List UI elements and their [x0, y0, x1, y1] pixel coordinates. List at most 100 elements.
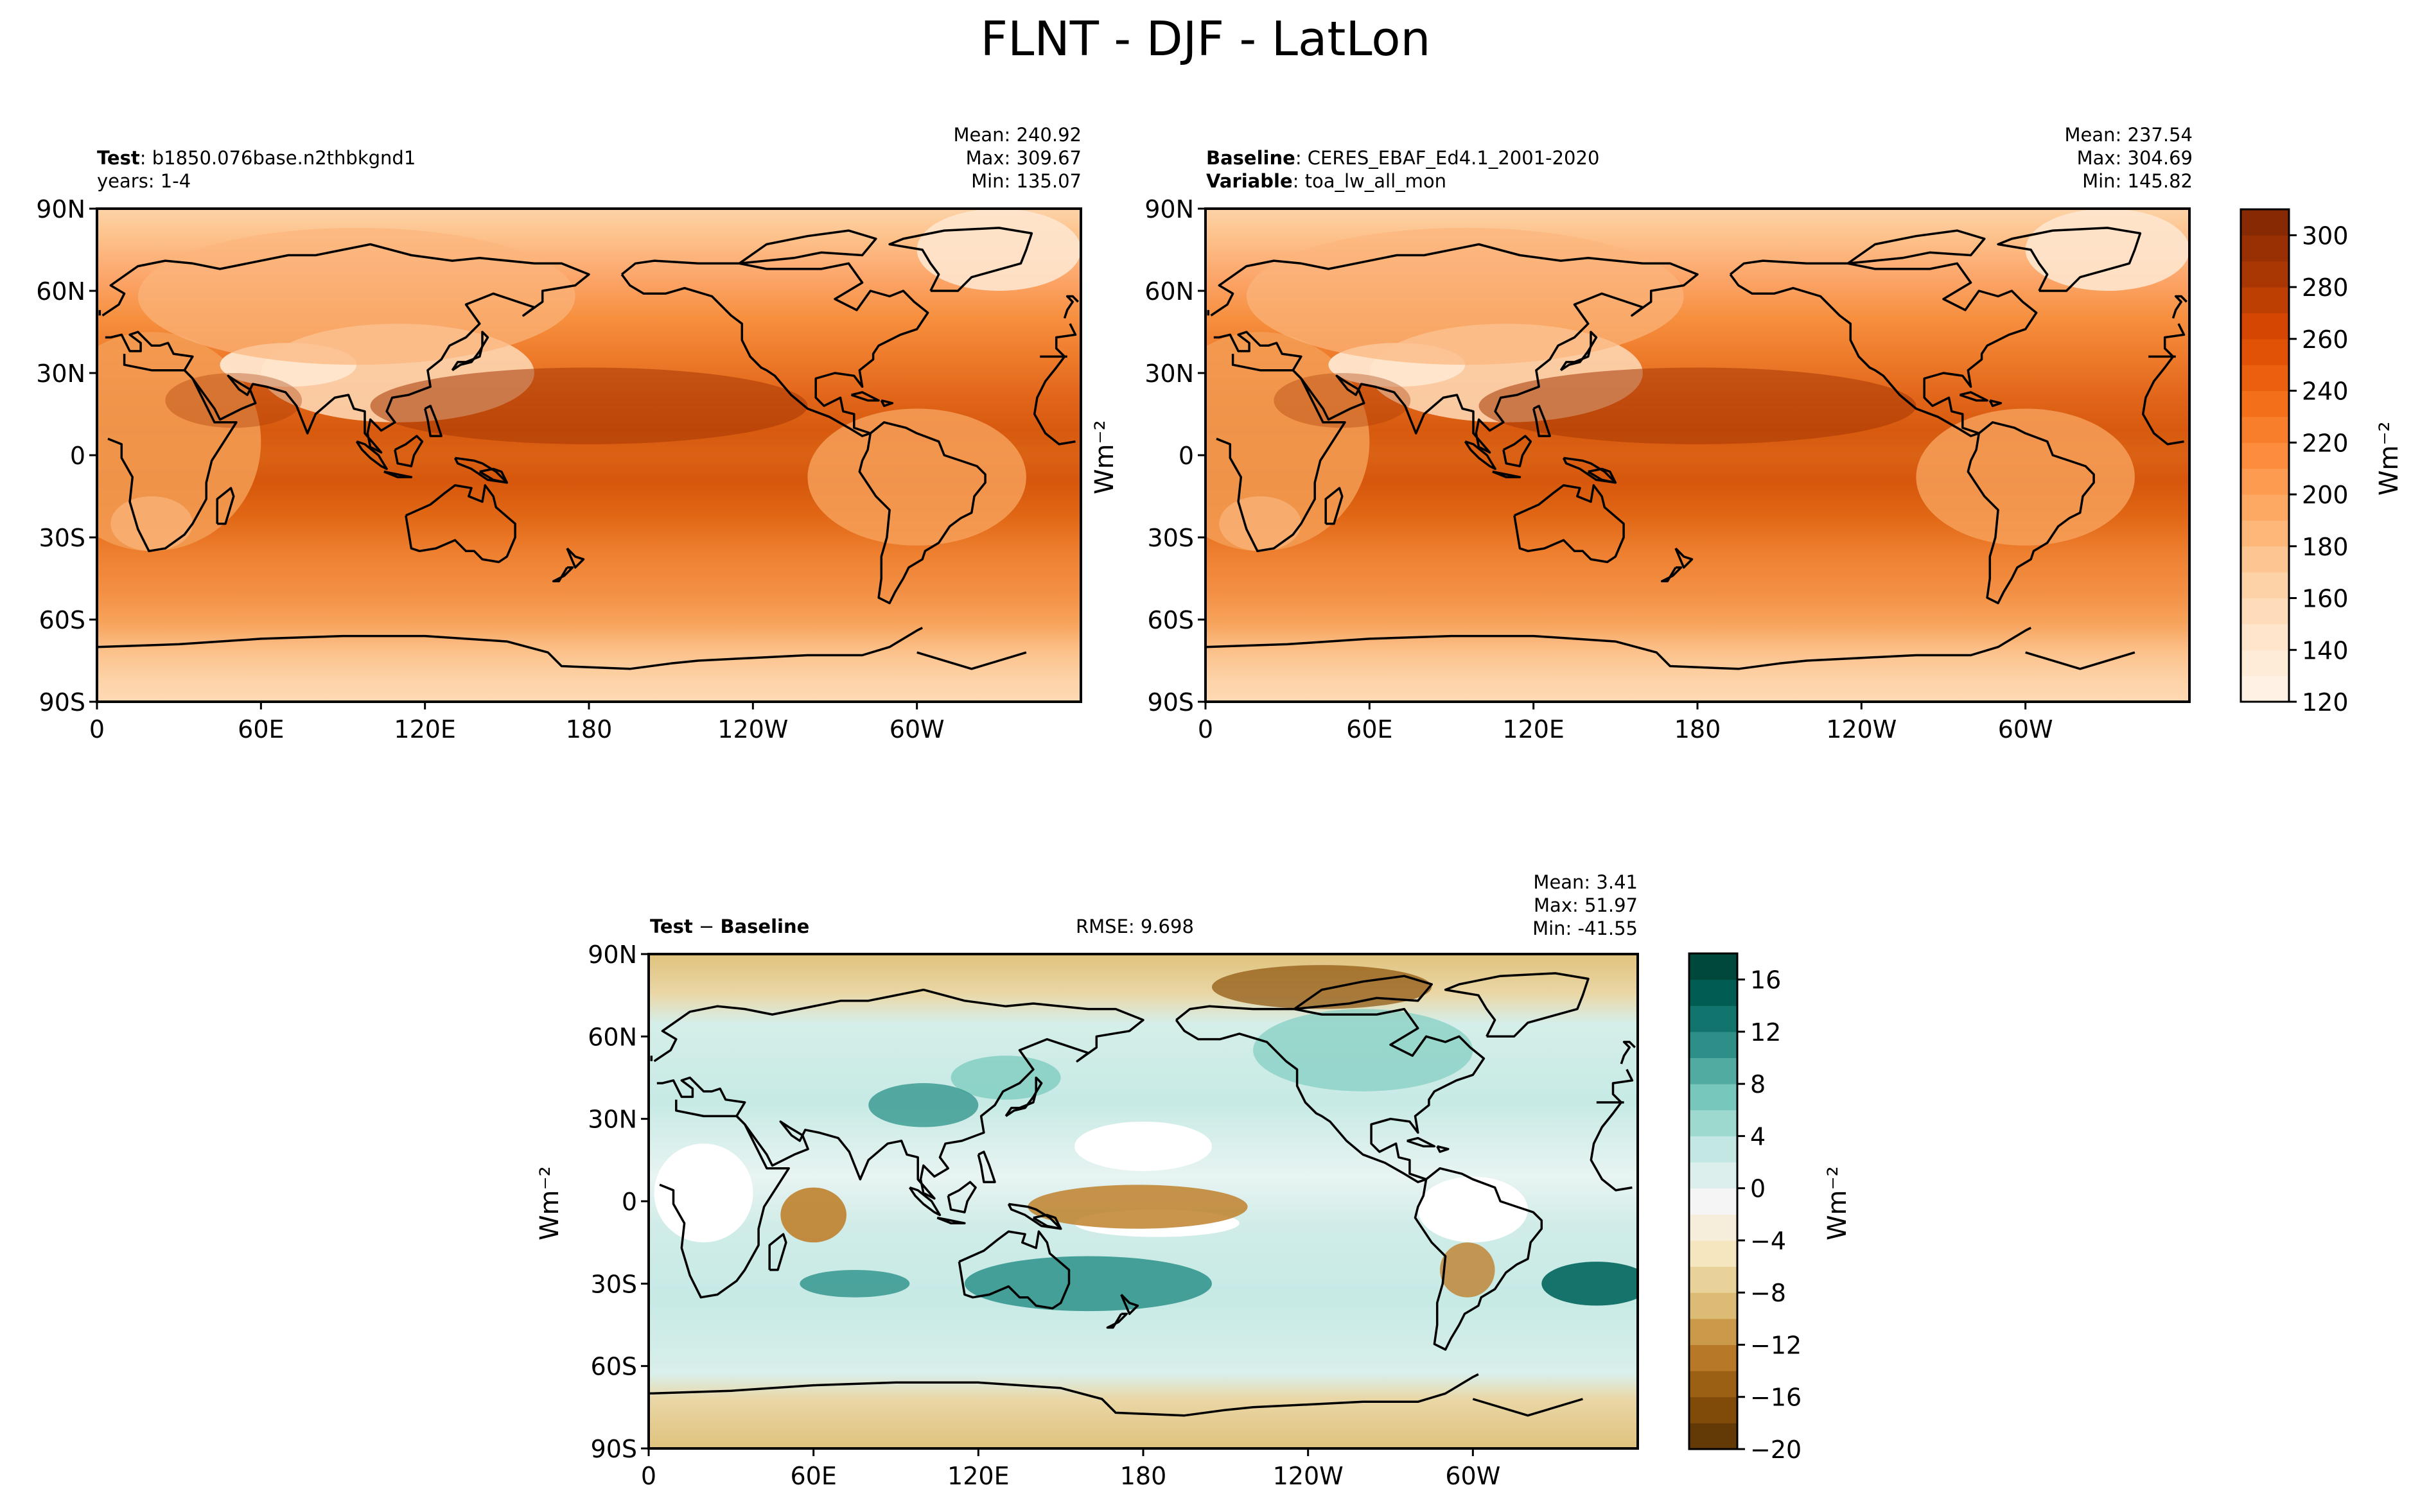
- test-coastline-20: [478, 467, 509, 484]
- diff-feature-5: [1028, 1185, 1248, 1229]
- diff-xtick-label: 120E: [947, 1462, 1010, 1490]
- diff-mean: Mean: 3.41: [1533, 871, 1638, 893]
- test-feature-8: [110, 496, 193, 552]
- colorbar-main-tick-label: 300: [2302, 222, 2349, 250]
- colorbar-diff-swatch: [1689, 1005, 1737, 1032]
- test-coastline-15: [552, 566, 574, 583]
- test-coastline-14: [566, 547, 585, 569]
- colorbar-diff-swatch: [1689, 1344, 1737, 1371]
- baseline-min: Min: 145.82: [2082, 170, 2193, 192]
- diff-ytick-label: 90S: [591, 1435, 637, 1463]
- test-ytick-label: 60S: [39, 606, 85, 634]
- diff-coastline-18: [649, 1373, 1583, 1417]
- diff-coastline-20: [1033, 1213, 1062, 1230]
- test-xtick-label: 120W: [717, 715, 788, 743]
- test-feature-7: [916, 209, 1081, 291]
- baseline-feature-3: [1246, 227, 1684, 365]
- colorbar-main-swatch: [2241, 287, 2289, 313]
- test-coastline-16: [850, 391, 880, 402]
- baseline-coastline-17: [1988, 399, 2003, 407]
- test-coastline-7: [451, 331, 489, 372]
- test-coastline-8: [355, 440, 388, 471]
- baseline-coastline-19: [1847, 229, 1986, 265]
- colorbar-diff-swatch: [1689, 1396, 1737, 1423]
- baseline-ytick-label: 60S: [1148, 606, 1194, 634]
- colorbar-diff-tick-label: −20: [1750, 1436, 1802, 1464]
- diff-coastline-19: [1293, 975, 1433, 1011]
- colorbar-main-swatch: [2241, 416, 2289, 443]
- test-ytick-label: 90N: [36, 195, 85, 223]
- diff-feature-7: [1541, 1262, 1638, 1306]
- colorbar-diff-tick-label: 16: [1750, 966, 1781, 995]
- diff-coastline-17: [1436, 1145, 1450, 1153]
- baseline-stats: Mean: 237.54 Max: 304.69 Min: 145.82: [2065, 123, 2193, 193]
- colorbar-main-swatch: [2241, 520, 2289, 547]
- colorbar-diff-swatch: [1689, 1318, 1737, 1345]
- colorbar-main-swatch: [2241, 598, 2289, 625]
- colorbar-diff-swatch: [1689, 1266, 1737, 1293]
- colorbar-main-swatch: [2241, 209, 2289, 236]
- baseline-variable-text: : toa_lw_all_mon: [1292, 170, 1447, 192]
- diff-ytick-label: 0: [622, 1188, 637, 1216]
- diff-xtick-label: 0: [641, 1462, 656, 1490]
- colorbar-main-tick-label: 120: [2302, 688, 2349, 717]
- colorbar-main-swatch: [2241, 390, 2289, 417]
- diff-label-bold: Test: [650, 916, 693, 937]
- baseline-ytick-label: 0: [1179, 442, 1194, 470]
- colorbar-main-swatch: [2241, 261, 2289, 288]
- baseline-map-area: [1206, 209, 2189, 702]
- colorbar-diff-swatch: [1689, 1423, 1737, 1450]
- baseline-coastline-10: [1502, 435, 1532, 467]
- colorbar-main-tick-label: 280: [2302, 274, 2349, 302]
- diff-feature-6: [964, 1256, 1212, 1312]
- colorbar-main-swatch: [2241, 572, 2289, 599]
- diff-xtick-label: 120W: [1273, 1462, 1344, 1490]
- baseline-xtick-label: 120E: [1502, 715, 1565, 743]
- diff-coastline-8: [908, 1186, 942, 1217]
- diff-xtick-label: 60W: [1445, 1462, 1500, 1490]
- test-feature-3: [137, 227, 575, 365]
- colorbar-diff-swatch: [1689, 1057, 1737, 1084]
- diff-feature-0: [1074, 1121, 1212, 1171]
- baseline-xtick-label: 180: [1674, 715, 1721, 743]
- diff-ytick-label: 60S: [591, 1353, 637, 1381]
- test-stats: Mean: 240.92 Max: 309.67 Min: 135.07: [954, 123, 1082, 193]
- colorbar-main-swatch: [2241, 546, 2289, 573]
- colorbar-diff-swatch: [1689, 1084, 1737, 1111]
- colorbar-diff-swatch: [1689, 1162, 1737, 1189]
- diff-ytick-label: 60N: [588, 1023, 637, 1051]
- colorbar-main-swatch: [2241, 623, 2289, 650]
- test-xtick-label: 120E: [394, 715, 456, 743]
- colorbar-main-swatch: [2241, 494, 2289, 521]
- baseline-coastline-20: [1587, 467, 1617, 484]
- baseline-label-text: : CERES_EBAF_Ed4.1_2001-2020: [1295, 147, 1600, 169]
- colorbar-main-swatch: [2241, 338, 2289, 365]
- colorbar-diff-tick-label: 8: [1750, 1070, 1766, 1099]
- colorbar-main-tick-label: 180: [2302, 533, 2349, 561]
- baseline-feature-5: [1916, 408, 2135, 546]
- baseline-label-bold: Baseline: [1206, 147, 1295, 169]
- diff-coastline-14: [1120, 1294, 1139, 1316]
- test-coastline-4: [858, 421, 986, 605]
- baseline-feature-4: [1478, 367, 1916, 444]
- figure-title: FLNT - DJF - LatLon: [980, 12, 1431, 67]
- diff-feature-3: [1417, 1176, 1528, 1243]
- test-coastline-9: [383, 470, 413, 478]
- diff-max: Max: 51.97: [1534, 894, 1638, 916]
- diff-ytick-label: 30S: [591, 1270, 637, 1298]
- colorbar-main-swatch: [2241, 468, 2289, 495]
- baseline-coastline-13: [1324, 487, 1344, 525]
- test-ytick-label: 30S: [39, 524, 85, 552]
- test-years: years: 1-4: [97, 170, 191, 192]
- baseline-feature-7: [2025, 209, 2189, 291]
- colorbar-main-swatch: [2241, 365, 2289, 392]
- colorbar-diff-tick-label: 4: [1750, 1122, 1766, 1151]
- colorbar-diff-swatch: [1689, 1136, 1737, 1163]
- baseline-xtick-label: 0: [1198, 715, 1213, 743]
- baseline-mean: Mean: 237.54: [2064, 124, 2193, 146]
- test-ytick-label: 60N: [36, 277, 85, 306]
- test-ytick-label: 0: [70, 442, 85, 470]
- colorbar-main-swatch: [2241, 442, 2289, 469]
- test-xtick-label: 60E: [238, 715, 284, 743]
- test-coastline-6: [98, 295, 1079, 319]
